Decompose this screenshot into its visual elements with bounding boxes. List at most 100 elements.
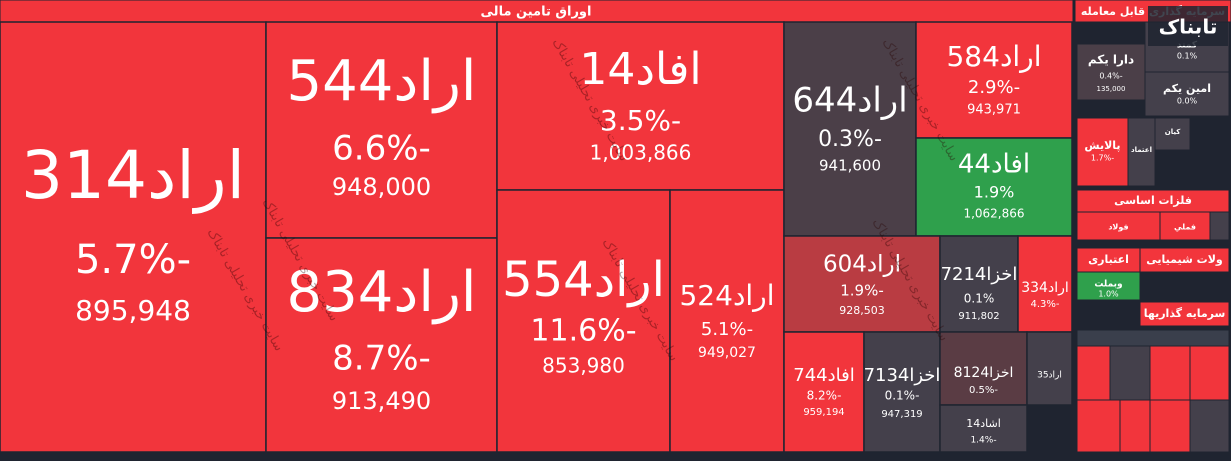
- tile-name: اراد554: [502, 252, 665, 308]
- tile: [265, 237, 498, 453]
- side-name: ولات شیمیایی: [1146, 253, 1223, 266]
- tile-name: اخزا7214: [941, 264, 1018, 285]
- side-block: [1109, 345, 1151, 401]
- side-price: 135,000: [1097, 85, 1126, 93]
- tile: [915, 21, 1073, 139]
- tile-name: افاد44: [958, 150, 1030, 180]
- tile: [783, 235, 941, 333]
- side-name: اعتماد: [1131, 146, 1152, 154]
- side-change: 0.0%: [1177, 97, 1198, 106]
- tile-price: 948,000: [332, 173, 431, 201]
- side-tile: [1154, 117, 1191, 151]
- side-change: 0.1%: [1177, 52, 1198, 61]
- tile-name: اراد834: [287, 260, 477, 325]
- tile-change: -6.6%: [332, 129, 431, 169]
- tile: [939, 331, 1028, 406]
- side-block: [1119, 399, 1151, 453]
- tile-change: -8.2%: [807, 389, 842, 403]
- side-name: اعتباری: [1088, 253, 1129, 266]
- side-tile: [1076, 211, 1161, 241]
- side-name: سرمایه گذاریها: [1144, 307, 1226, 320]
- tile: [939, 404, 1028, 453]
- tile: [915, 137, 1073, 237]
- tile-price: 941,600: [819, 157, 881, 175]
- side-name: وبملت: [1094, 280, 1122, 290]
- side-block: [1149, 399, 1191, 453]
- tile-price: 928,503: [839, 304, 885, 317]
- side-name: فلزات اساسی: [1114, 194, 1192, 207]
- side-block: [1076, 345, 1111, 401]
- side-block: [1149, 345, 1191, 401]
- side-name: امین یکم: [1163, 82, 1211, 95]
- side-tile: [1076, 247, 1141, 273]
- tile-name: افاد14: [579, 44, 701, 95]
- tile-name: اراد584: [946, 40, 1041, 73]
- tile: [496, 189, 671, 453]
- side-change: -1.7%: [1091, 154, 1114, 163]
- side-block: [1076, 329, 1230, 347]
- tile: [0, 21, 267, 453]
- tile-change: -8.7%: [332, 339, 431, 379]
- side-tile: [1076, 117, 1129, 187]
- tile-name: اراد314: [21, 137, 245, 214]
- tile-change: -0.5%: [969, 385, 998, 396]
- side-name: فملي: [1174, 223, 1196, 232]
- tile-name: اخزا8124: [954, 365, 1014, 381]
- tile: [783, 21, 917, 237]
- tile-change: -2.9%: [968, 77, 1020, 98]
- side-tile: [1139, 247, 1230, 273]
- tile-change: -1.9%: [840, 282, 884, 300]
- side-change: 1.0%: [1098, 290, 1119, 299]
- side-tile: [1127, 117, 1156, 187]
- side-change: -0.4%: [1099, 72, 1122, 81]
- tile-change: -5.7%: [75, 237, 191, 283]
- tile: [1017, 235, 1073, 333]
- tile-change: 0.1%: [964, 292, 995, 306]
- tile-name: افاد744: [793, 365, 854, 386]
- tile: [265, 21, 498, 239]
- side-name: کیان: [1165, 128, 1181, 136]
- tile-price: 853,980: [542, 354, 625, 378]
- tile-change: -3.5%: [600, 104, 681, 137]
- tile-price: 959,194: [803, 407, 844, 418]
- logo-box: [1148, 6, 1228, 46]
- tile-price: 911,802: [958, 311, 999, 322]
- side-block: [1189, 345, 1230, 401]
- tile-change: -4.3%: [1030, 299, 1059, 310]
- tile: [669, 189, 785, 453]
- side-block: [1209, 211, 1230, 241]
- tile-name: اراد604: [823, 252, 901, 278]
- side-name: دارا یکم: [1088, 53, 1134, 67]
- tile-name: اخزا7134: [864, 365, 941, 386]
- side-tile: [1139, 301, 1230, 327]
- tile-price: 1,003,866: [590, 141, 692, 165]
- tile-name: اشاد14: [966, 417, 1001, 430]
- side-name: فولاد: [1108, 223, 1128, 232]
- tile-name: اراد544: [287, 49, 477, 114]
- tile-change: 1.9%: [974, 183, 1015, 202]
- tile-change: -5.1%: [701, 319, 753, 340]
- tile-change: -0.3%: [818, 127, 882, 152]
- tile-name: اراد334: [1021, 280, 1069, 296]
- tile-price: 949,027: [698, 345, 756, 361]
- tile: [939, 235, 1019, 333]
- tile-price: 895,948: [75, 294, 191, 327]
- tile-change: -1.4%: [970, 436, 996, 446]
- side-block: [1076, 399, 1121, 453]
- tile-price: 913,490: [332, 387, 431, 415]
- side-tile: [1076, 271, 1141, 301]
- side-block: [1189, 399, 1230, 453]
- tile-price: 1,062,866: [963, 207, 1024, 221]
- side-name: پالایش: [1084, 139, 1120, 152]
- header-title: اوراق تامین مالی: [481, 5, 592, 20]
- tile-price: 947,319: [881, 409, 922, 420]
- tile: [1026, 331, 1073, 406]
- tile-change: -0.1%: [885, 389, 920, 403]
- tile-name: اراد644: [792, 81, 907, 121]
- side-tile: [1144, 71, 1230, 117]
- tile-name: اراد524: [679, 279, 774, 312]
- tile-price: 943,971: [967, 103, 1021, 118]
- tile-name: اراد35: [1037, 371, 1062, 381]
- tile-change: -11.6%: [530, 314, 636, 349]
- logo: تابناک: [1159, 15, 1218, 39]
